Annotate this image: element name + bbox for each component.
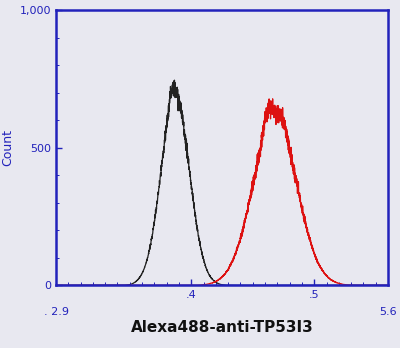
X-axis label: Alexa488-anti-TP53I3: Alexa488-anti-TP53I3 [131, 320, 313, 335]
Text: . 2.9: . 2.9 [44, 307, 68, 317]
Y-axis label: Count: Count [1, 129, 14, 166]
Text: 5.6: 5.6 [379, 307, 397, 317]
